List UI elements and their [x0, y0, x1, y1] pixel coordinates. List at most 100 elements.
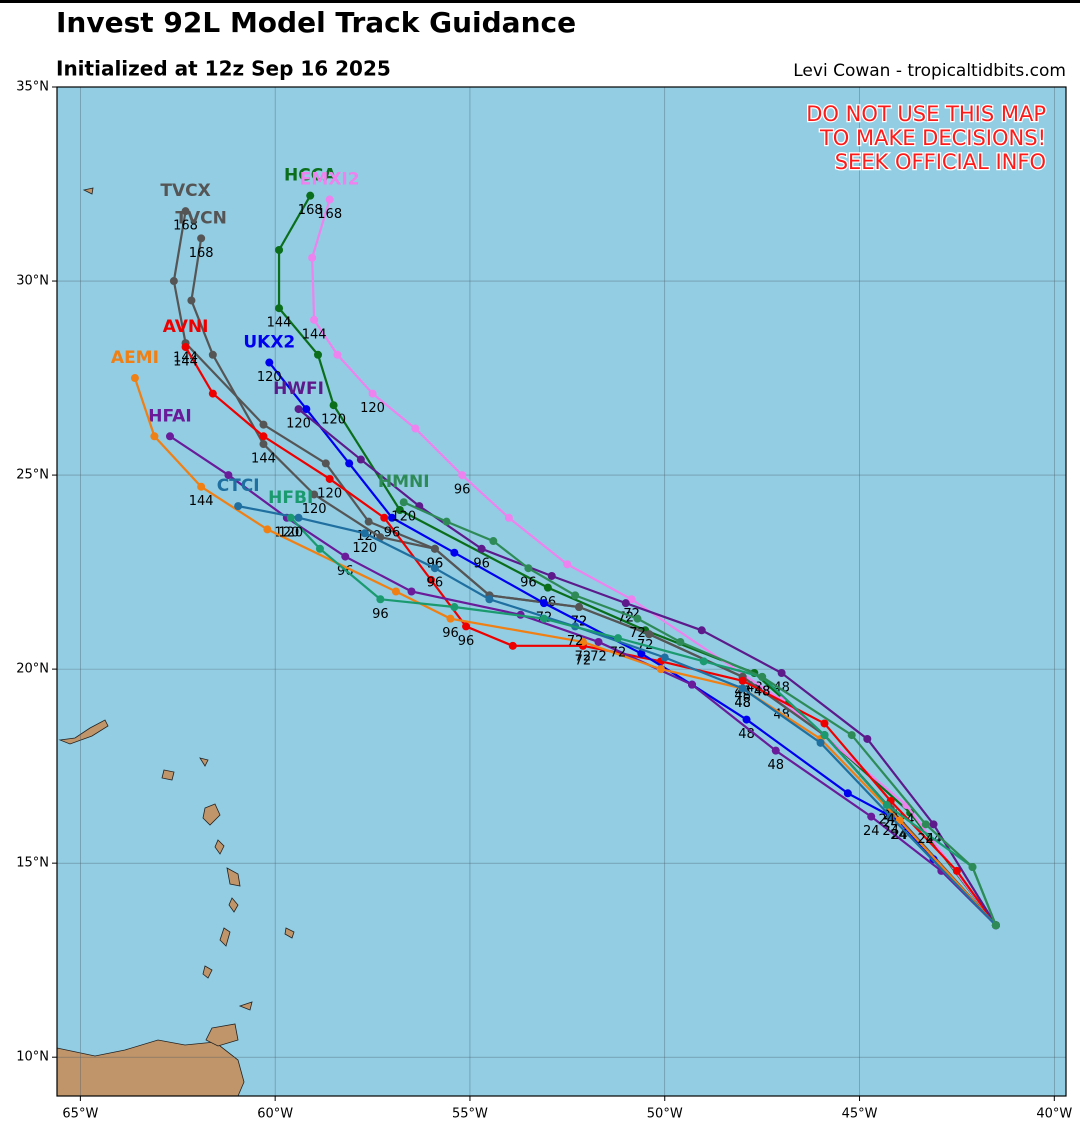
island — [214, 839, 225, 855]
track-point — [847, 731, 856, 740]
track-point — [539, 614, 548, 623]
warning-line: DO NOT USE THIS MAP — [806, 102, 1046, 126]
track-point — [656, 665, 665, 674]
track-point — [376, 595, 385, 604]
track-point — [458, 471, 467, 480]
track-name: CTCI — [217, 476, 260, 496]
track-point — [578, 637, 587, 646]
tobago — [238, 1001, 253, 1011]
track-point — [234, 502, 243, 511]
hour-label: 72 — [575, 649, 592, 664]
track-point — [310, 490, 319, 499]
track-point — [676, 637, 685, 646]
track-point — [430, 544, 439, 553]
x-tick-label: 50°W — [647, 1107, 683, 1122]
track-point — [302, 405, 311, 414]
track-point — [150, 432, 159, 441]
hour-label: 144 — [173, 355, 198, 370]
track-point — [450, 603, 459, 612]
island — [228, 897, 239, 913]
trinidad — [205, 1023, 239, 1047]
land — [56, 187, 295, 1097]
track-point — [275, 304, 284, 313]
track-name: HFAI — [148, 406, 191, 426]
warning-line: TO MAKE DECISIONS! — [819, 126, 1046, 150]
x-tick-label: 40°W — [1036, 1107, 1072, 1122]
hour-label: 24 — [882, 824, 899, 839]
track-point — [321, 459, 330, 468]
island — [202, 803, 221, 826]
track-point — [504, 513, 513, 522]
track-point — [697, 626, 706, 635]
track-point — [594, 637, 603, 646]
y-tick-label: 10°N — [16, 1050, 49, 1065]
y-tick-label: 15°N — [16, 856, 49, 871]
hour-label: 144 — [267, 316, 292, 331]
track-point — [442, 517, 451, 526]
hour-label: 96 — [384, 525, 401, 540]
hour-label: 120 — [360, 401, 385, 416]
island — [219, 927, 231, 947]
tracks: 487296120144168HCCA24487296120144168EMXI… — [111, 166, 1000, 930]
y-tick-label: 25°N — [16, 468, 49, 483]
track-point — [843, 789, 852, 798]
track-line — [190, 238, 997, 926]
track-point — [952, 866, 961, 875]
track-point — [991, 921, 1000, 930]
track-point — [637, 649, 646, 658]
track-point — [380, 513, 389, 522]
track-name: EMXI2 — [300, 170, 360, 190]
track-name: TVCX — [160, 181, 210, 201]
subtitle: Initialized at 12z Sep 16 2025 — [56, 57, 391, 81]
track-point — [820, 719, 829, 728]
track-point — [645, 630, 654, 639]
track-point — [777, 668, 786, 677]
track-name: UKX2 — [243, 333, 295, 353]
track-point — [259, 432, 268, 441]
track-point — [169, 277, 178, 286]
hour-label: 72 — [610, 646, 627, 661]
hour-label: 24 — [879, 812, 896, 827]
track-point — [306, 191, 315, 200]
track-point — [929, 820, 938, 829]
hour-label: 96 — [458, 634, 475, 649]
track-point — [633, 614, 642, 623]
track-point — [613, 634, 622, 643]
track-point — [543, 583, 552, 592]
y-tick-label: 35°N — [16, 80, 49, 95]
island — [58, 719, 109, 745]
track-point — [688, 680, 697, 689]
track-point — [407, 587, 416, 596]
track-point — [333, 350, 342, 359]
hour-label: 48 — [738, 727, 755, 742]
track-point — [563, 560, 572, 569]
hour-label: 168 — [317, 207, 342, 222]
hour-label: 96 — [473, 556, 490, 571]
track-point — [738, 684, 747, 693]
hour-label: 168 — [189, 246, 214, 261]
grid: 65°W 60°W 55°W 50°W 45°W 40°W 35°N 30°N 25°N 20°N… — [16, 80, 1072, 1122]
track-point — [539, 599, 548, 608]
track-point — [165, 432, 174, 441]
track-point — [575, 603, 584, 612]
track-point — [265, 358, 274, 367]
track-point — [360, 529, 369, 538]
track-point — [181, 343, 190, 352]
y-tick-label: 20°N — [16, 662, 49, 677]
track-point — [660, 653, 669, 662]
hour-label: 96 — [442, 626, 459, 641]
island — [202, 965, 213, 979]
track-point — [341, 552, 350, 561]
hour-label: 96 — [454, 483, 471, 498]
track-point — [399, 498, 408, 507]
x-tick-label: 45°W — [842, 1107, 878, 1122]
track-point — [699, 657, 708, 666]
hour-label: 96 — [520, 576, 537, 591]
track-point — [430, 564, 439, 573]
track-point — [263, 525, 272, 534]
hour-label: 48 — [754, 684, 771, 699]
track-point — [388, 513, 397, 522]
track-point — [286, 513, 295, 522]
track-point — [886, 812, 895, 821]
track-point — [758, 672, 767, 681]
